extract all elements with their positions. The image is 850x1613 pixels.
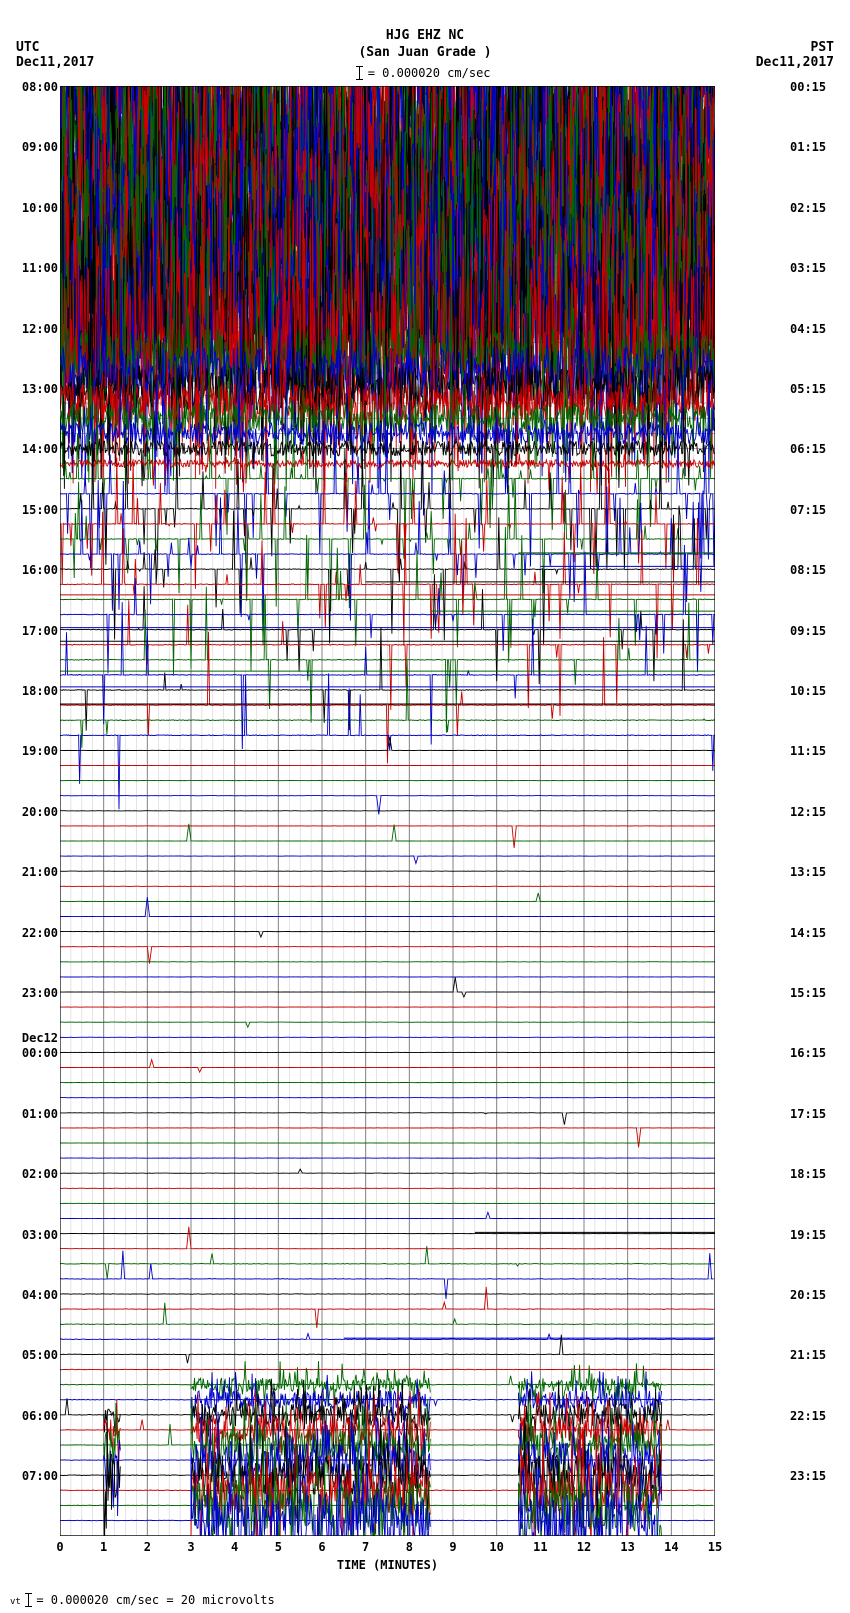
- time-label: 15:15: [790, 986, 826, 1000]
- time-label: 23:00: [22, 986, 58, 1000]
- tz-right: PST Dec11,2017: [756, 40, 834, 70]
- scale-bar-icon: [28, 1593, 29, 1607]
- time-label: 05:15: [790, 382, 826, 396]
- time-label: 19:00: [22, 744, 58, 758]
- scale-indicator: = 0.000020 cm/sec: [0, 66, 850, 81]
- time-label: Dec12: [22, 1031, 58, 1045]
- station-code: HJG EHZ NC: [0, 28, 850, 45]
- footer-scale: vt = 0.000020 cm/sec = 20 microvolts: [10, 1593, 275, 1608]
- x-tick: 1: [100, 1540, 107, 1554]
- time-label: 10:15: [790, 684, 826, 698]
- time-label: 06:00: [22, 1409, 58, 1423]
- utc-time-labels: 08:0009:0010:0011:0012:0013:0014:0015:00…: [12, 86, 60, 1536]
- time-label: 06:15: [790, 442, 826, 456]
- time-label: 04:00: [22, 1288, 58, 1302]
- time-label: 00:00: [22, 1046, 58, 1060]
- x-tick: 2: [144, 1540, 151, 1554]
- x-axis-title: TIME (MINUTES): [337, 1558, 438, 1572]
- helicorder-svg: [60, 86, 715, 1536]
- time-label: 22:15: [790, 1409, 826, 1423]
- time-label: 12:00: [22, 322, 58, 336]
- time-label: 02:00: [22, 1167, 58, 1181]
- time-label: 14:00: [22, 442, 58, 456]
- x-tick: 12: [577, 1540, 591, 1554]
- x-tick: 7: [362, 1540, 369, 1554]
- time-label: 10:00: [22, 201, 58, 215]
- time-label: 04:15: [790, 322, 826, 336]
- scale-bar-icon: [359, 66, 360, 80]
- x-tick: 8: [406, 1540, 413, 1554]
- time-label: 20:15: [790, 1288, 826, 1302]
- time-label: 16:15: [790, 1046, 826, 1060]
- x-tick: 14: [664, 1540, 678, 1554]
- time-label: 17:15: [790, 1107, 826, 1121]
- x-tick: 10: [489, 1540, 503, 1554]
- time-label: 19:15: [790, 1228, 826, 1242]
- time-label: 21:00: [22, 865, 58, 879]
- helicorder-plot: [60, 86, 715, 1536]
- x-tick: 0: [56, 1540, 63, 1554]
- x-tick: 5: [275, 1540, 282, 1554]
- time-label: 12:15: [790, 805, 826, 819]
- time-label: 14:15: [790, 926, 826, 940]
- x-tick: 15: [708, 1540, 722, 1554]
- time-label: 09:15: [790, 624, 826, 638]
- x-tick: 6: [318, 1540, 325, 1554]
- time-label: 01:00: [22, 1107, 58, 1121]
- time-label: 18:00: [22, 684, 58, 698]
- time-label: 17:00: [22, 624, 58, 638]
- time-label: 22:00: [22, 926, 58, 940]
- x-tick: 11: [533, 1540, 547, 1554]
- time-label: 16:00: [22, 563, 58, 577]
- time-label: 01:15: [790, 140, 826, 154]
- tz-left: UTC Dec11,2017: [16, 40, 94, 70]
- time-label: 08:15: [790, 563, 826, 577]
- time-label: 07:15: [790, 503, 826, 517]
- time-label: 09:00: [22, 140, 58, 154]
- time-label: 07:00: [22, 1469, 58, 1483]
- time-label: 08:00: [22, 80, 58, 94]
- time-label: 20:00: [22, 805, 58, 819]
- time-label: 03:00: [22, 1228, 58, 1242]
- x-tick: 4: [231, 1540, 238, 1554]
- x-axis: TIME (MINUTES) 0123456789101112131415: [60, 1540, 715, 1580]
- time-label: 18:15: [790, 1167, 826, 1181]
- station-name: (San Juan Grade ): [0, 45, 850, 62]
- time-label: 21:15: [790, 1348, 826, 1362]
- header: HJG EHZ NC (San Juan Grade ) = 0.000020 …: [0, 0, 850, 80]
- time-label: 23:15: [790, 1469, 826, 1483]
- time-label: 15:00: [22, 503, 58, 517]
- x-tick: 13: [620, 1540, 634, 1554]
- x-tick: 9: [449, 1540, 456, 1554]
- time-label: 00:15: [790, 80, 826, 94]
- x-tick: 3: [187, 1540, 194, 1554]
- time-label: 13:15: [790, 865, 826, 879]
- time-label: 11:00: [22, 261, 58, 275]
- time-label: 05:00: [22, 1348, 58, 1362]
- time-label: 03:15: [790, 261, 826, 275]
- pst-time-labels: 00:1501:1502:1503:1504:1505:1506:1507:15…: [790, 86, 838, 1536]
- time-label: 11:15: [790, 744, 826, 758]
- time-label: 13:00: [22, 382, 58, 396]
- time-label: 02:15: [790, 201, 826, 215]
- station-title: HJG EHZ NC (San Juan Grade ): [0, 28, 850, 62]
